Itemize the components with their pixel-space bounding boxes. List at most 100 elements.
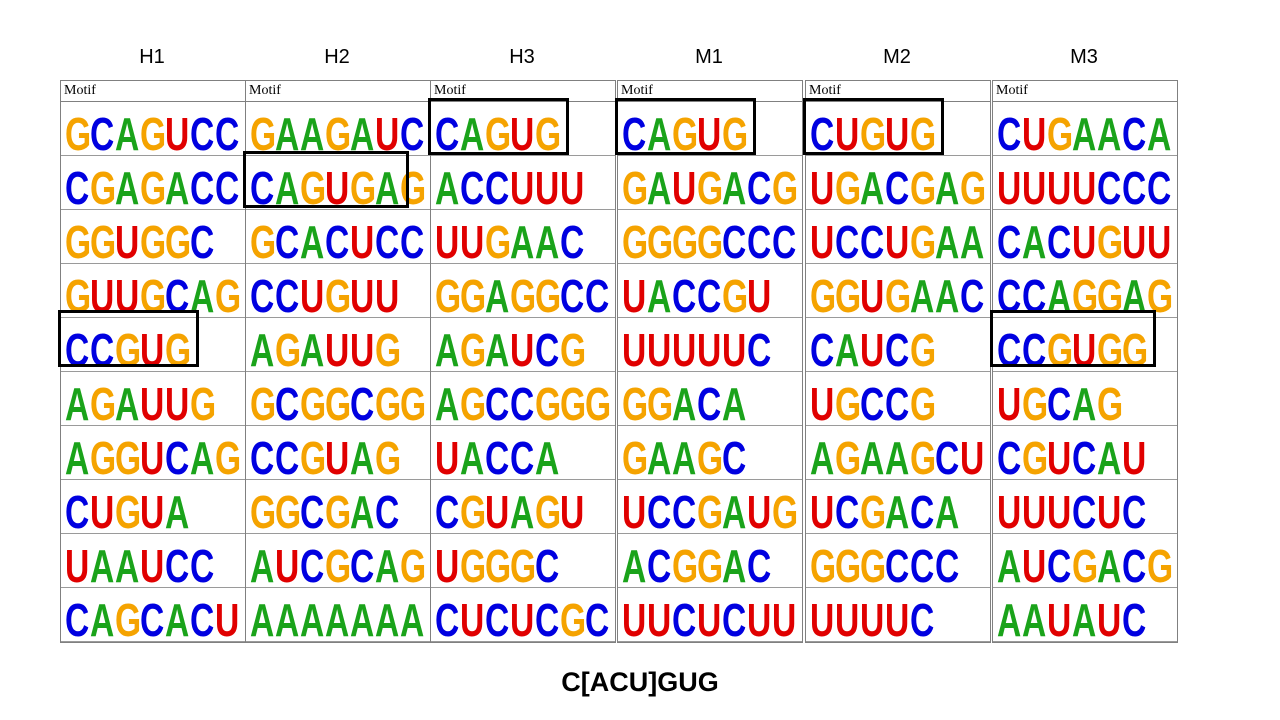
logo-letter: A [300,108,324,155]
logo-letter: A [65,378,89,425]
logo-letter: U [622,486,646,533]
logo-letter: C [250,162,274,209]
logo-letter: G [140,162,166,209]
logo-letter: G [275,324,301,371]
logo-letter: A [90,540,114,587]
logo-letter: C [585,594,609,641]
logo-letter: A [1072,378,1096,425]
logo-letter: A [860,162,884,209]
consensus-motif: C[ACU]GUG [561,667,719,697]
logo-letter: G [860,486,886,533]
logo-letter: C [697,378,721,425]
sequence-logo: A GA U U G [65,378,216,425]
logo-letter: A [275,162,299,209]
logo-letter: A [190,432,214,479]
logo-letter: U [697,324,721,371]
logo-letter: U [510,594,534,641]
logo-letter: G [460,270,486,317]
logo-letter: C [647,540,671,587]
sequence-logo: GC A GU C C [65,108,239,155]
logo-letter: G [772,486,798,533]
logo-letter: C [350,540,374,587]
logo-letter: G [115,432,141,479]
sequence-logo: U A C C GU [622,270,771,317]
logo-letter: G [215,270,241,317]
logo-letter: C [885,378,909,425]
sequence-logo: C U GA A C A [997,108,1171,155]
logo-letter: U [810,594,834,641]
logo-letter: G [910,162,936,209]
logo-letter: U [810,162,834,209]
logo-letter: U [350,216,374,263]
logo-letter: U [1122,216,1146,263]
logo-letter: C [325,216,349,263]
logo-letter: U [90,270,114,317]
logo-letter: U [697,108,721,155]
logo-letter: C [275,378,299,425]
logo-letter: U [647,594,671,641]
logo-letter: G [190,378,216,425]
sequence-logo: C C A GGA G [997,270,1173,317]
logo-letter: C [860,378,884,425]
logo-letter: C [910,486,934,533]
sequence-logo: C GU C A U [997,432,1146,479]
logo-letter: C [300,486,324,533]
logo-letter: A [115,540,139,587]
highlight-box [615,98,756,155]
sequence-logo: U GC A G [997,378,1123,425]
logo-letter: C [250,270,274,317]
motif-header: Motif [806,81,990,102]
logo-letter: C [165,540,189,587]
logo-letter: U [1047,432,1071,479]
logo-letter: U [115,270,139,317]
motif-column-m1: Motif C A G U G G A U G A C G G G G G C C C U A C C G U U U U U U C G G A C… [615,80,803,643]
logo-letter: U [810,486,834,533]
logo-letter: U [860,594,884,641]
logo-letter: U [375,270,399,317]
logo-letter: U [325,324,349,371]
logo-letter: A [647,270,671,317]
logo-letter: U [460,594,484,641]
logo-letter: A [250,594,274,641]
logo-letter: U [722,324,746,371]
logo-letter: C [65,324,89,371]
logo-letter: C [215,108,239,155]
logo-letter: U [885,108,909,155]
logo-letter: C [250,432,274,479]
logo-letter: A [1097,108,1121,155]
logo-letter: C [190,594,214,641]
logo-letter: A [935,162,959,209]
logo-letter: A [190,270,214,317]
logo-letter: G [90,162,116,209]
logo-letter: G [772,162,798,209]
logo-letter: G [910,378,936,425]
logo-letter: G [910,432,936,479]
logo-letter: C [190,108,214,155]
logo-letter: U [1097,486,1121,533]
logo-letter: A [115,162,139,209]
logo-letter: U [1047,594,1071,641]
logo-letter: A [350,432,374,479]
logo-letter: U [1072,162,1096,209]
logo-letter: U [622,324,646,371]
